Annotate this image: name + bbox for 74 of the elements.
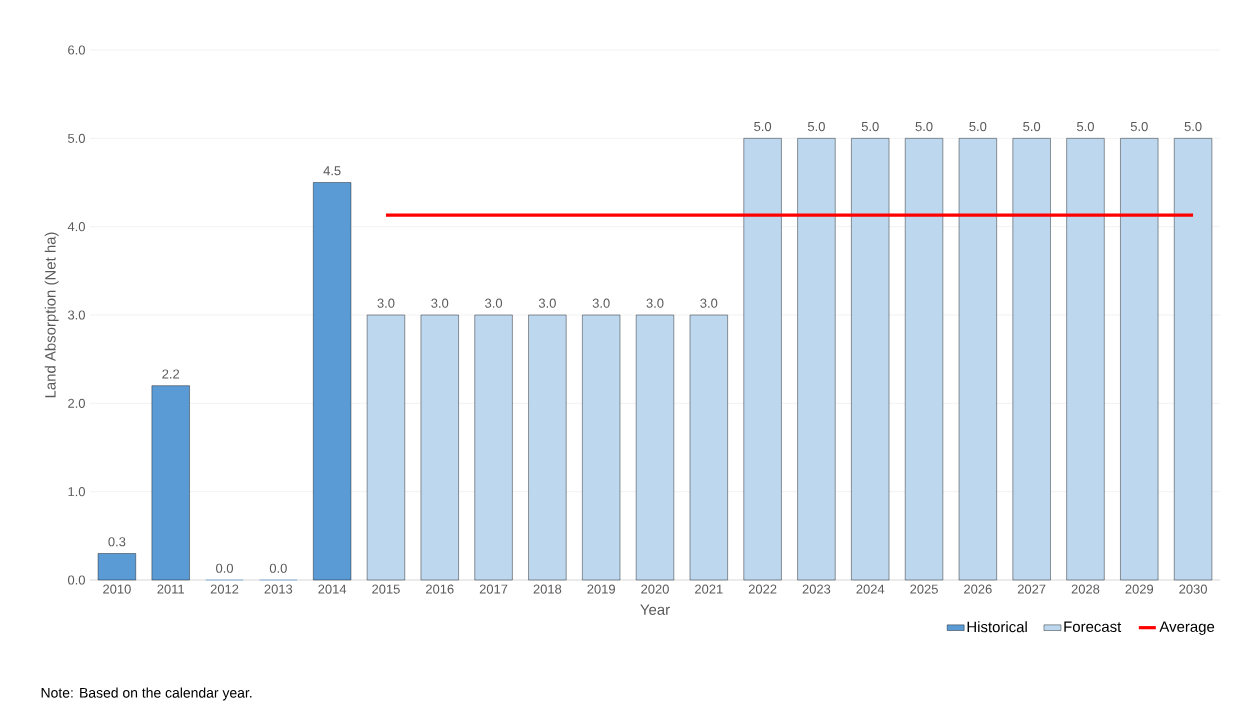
x-tick-label: 2022: [748, 584, 777, 594]
text: Note: Based on the calendar year.: [41, 687, 252, 701]
data-label: 3.0: [538, 298, 556, 308]
bar: [743, 138, 782, 581]
y-tick-label: 3.0: [67, 310, 85, 320]
bar: [689, 314, 728, 581]
bar: [528, 314, 567, 581]
x-tick-label: 2014: [318, 584, 347, 594]
data-label: 5.0: [1076, 121, 1094, 132]
x-tick-label: 2010: [103, 584, 131, 594]
x-tick-label: 2013: [264, 584, 293, 594]
y-axis-title: Land Absorption (Net ha): [44, 232, 59, 398]
bar: [420, 314, 459, 581]
x-tick-label: 2016: [426, 584, 454, 594]
x-tick-label: 2024: [856, 584, 885, 594]
legend-label: Average: [1159, 621, 1215, 635]
data-label: 5.0: [1130, 121, 1148, 132]
y-tick-label: 5.0: [68, 133, 85, 143]
data-label: 3.0: [646, 298, 664, 308]
x-tick-label: 2012: [210, 584, 239, 594]
x-tick-label: 2021: [695, 584, 723, 594]
x-tick-label: 2026: [964, 584, 992, 594]
x-tick-label: 2025: [910, 584, 938, 594]
bar: [1120, 138, 1159, 581]
x-tick-label: 2023: [802, 584, 831, 594]
data-label: 3.0: [377, 298, 395, 308]
x-tick-label: 2020: [641, 584, 669, 594]
data-label: 5.0: [969, 121, 987, 132]
y-tick-label: 6.0: [68, 45, 85, 55]
legend-label: Forecast: [1064, 621, 1122, 632]
data-label: 5.0: [807, 121, 825, 132]
x-tick-label: 2018: [533, 584, 562, 594]
data-label: 0.0: [269, 563, 287, 573]
bar: [797, 138, 836, 581]
y-tick-label: 4.0: [67, 222, 85, 232]
y-tick-label: 2.0: [68, 398, 85, 408]
bar: [582, 314, 621, 581]
x-tick-label: 2029: [1125, 584, 1154, 594]
data-label: 5.0: [1184, 121, 1202, 132]
bar: [474, 314, 513, 581]
data-label: 0.3: [108, 537, 126, 547]
x-tick-label: 2017: [479, 584, 508, 594]
bar: [313, 182, 352, 581]
bar: [958, 138, 997, 581]
bar: [1174, 138, 1213, 581]
bar: [635, 314, 675, 581]
x-tick-label: 2011: [157, 584, 185, 594]
bar: [1066, 138, 1105, 581]
x-tick-label: 2028: [1071, 584, 1100, 594]
data-label: 4.5: [323, 166, 341, 176]
data-label: 5.0: [861, 121, 879, 132]
bar: [97, 553, 136, 581]
x-axis-title: Year: [640, 604, 670, 615]
y-tick-label: 0.0: [67, 575, 85, 585]
data-label: 0.0: [216, 563, 234, 573]
data-label: 3.0: [700, 298, 718, 308]
x-tick-label: 2015: [372, 584, 400, 594]
data-label: 3.0: [485, 298, 503, 308]
x-tick-label: 2027: [1017, 584, 1046, 594]
data-label: 3.0: [431, 298, 449, 308]
bar: [851, 138, 890, 581]
bar: [366, 314, 405, 581]
data-label: 5.0: [915, 121, 933, 132]
data-label: 5.0: [754, 121, 772, 132]
x-tick-label: 2030: [1179, 584, 1207, 594]
bar: [151, 385, 190, 581]
y-tick-label: 1.0: [68, 487, 85, 497]
bar: [1012, 138, 1051, 581]
bar: [905, 138, 944, 581]
data-label: 2.2: [162, 369, 180, 379]
data-label: 3.0: [592, 298, 610, 308]
data-label: 5.0: [1023, 121, 1041, 132]
legend-label: Historical: [967, 621, 1027, 633]
x-tick-label: 2019: [587, 584, 615, 594]
